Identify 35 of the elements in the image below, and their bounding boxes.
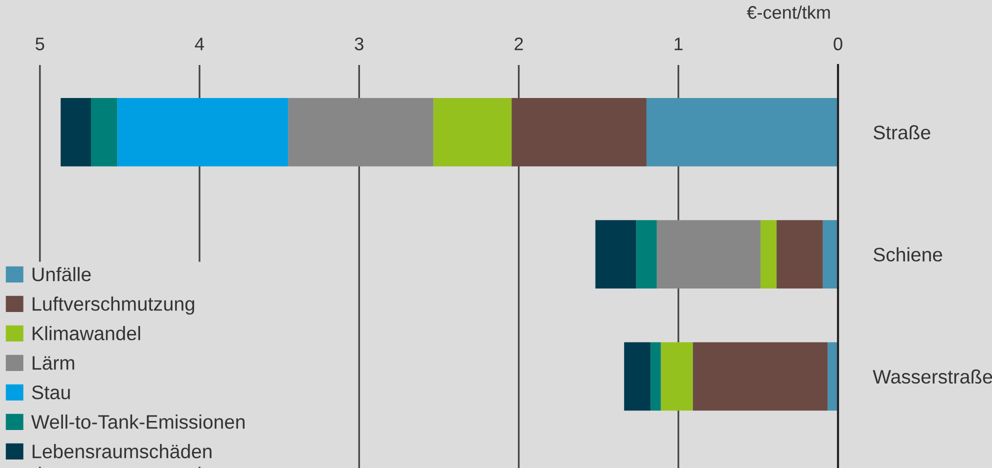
y-tick-label: Wasserstraße xyxy=(872,369,992,384)
bar xyxy=(660,342,693,411)
legend-label: Lebensraumschäden xyxy=(32,444,212,458)
legend-label: Stau xyxy=(32,386,70,400)
bar xyxy=(650,342,661,411)
legend-label: Klimawandel xyxy=(32,326,140,340)
bar xyxy=(828,342,838,411)
x-axis-title: €-cent/tkm xyxy=(746,6,830,19)
x-tick-label: 4 xyxy=(194,38,204,50)
bar xyxy=(656,220,761,288)
bar xyxy=(646,98,838,166)
legend-label: Well-to-Tank-Emissionen xyxy=(31,414,245,429)
x-tick-label: 5 xyxy=(36,38,44,50)
bar xyxy=(595,220,636,288)
bar xyxy=(692,342,828,411)
bar xyxy=(512,98,646,166)
bar xyxy=(636,220,657,288)
x-tick-label: 2 xyxy=(514,38,523,50)
legend-label: Unfälle xyxy=(32,267,91,282)
bar xyxy=(760,220,777,288)
bar xyxy=(117,98,288,166)
x-tick-label: 3 xyxy=(354,38,364,50)
bar xyxy=(776,220,823,288)
legend-label: Lärm xyxy=(32,356,74,370)
y-tick-label: Straße xyxy=(874,125,930,140)
x-tick-label: 0 xyxy=(834,38,842,50)
x-tick-label: 1 xyxy=(674,38,683,50)
legend-label: Luftverschmutzung xyxy=(32,296,194,315)
bar xyxy=(433,98,512,166)
y-tick-label: Schiene xyxy=(874,247,942,262)
bar xyxy=(288,98,434,166)
bar xyxy=(90,98,118,166)
bar xyxy=(822,220,838,288)
bar xyxy=(60,98,91,166)
bar xyxy=(624,342,650,411)
